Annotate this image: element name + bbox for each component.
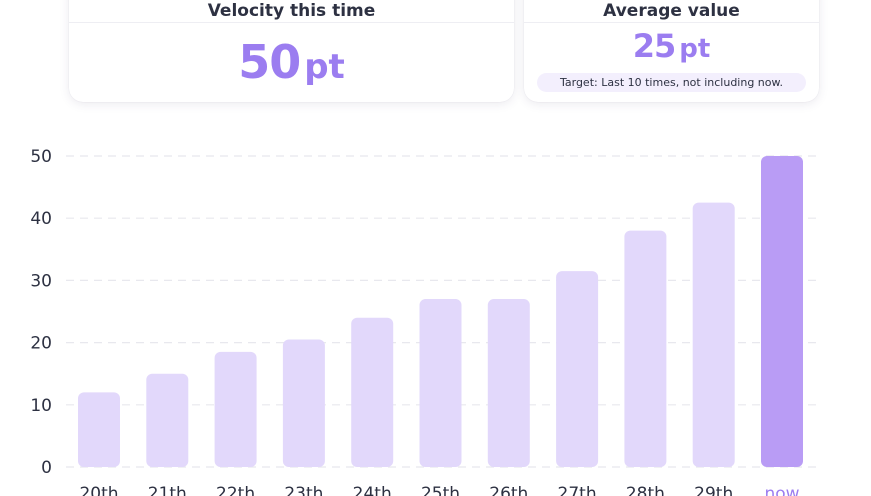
bar bbox=[761, 156, 803, 467]
velocity-card: Velocity this time 50 pt bbox=[69, 0, 514, 102]
velocity-value: 50 pt bbox=[69, 34, 514, 95]
bar bbox=[146, 373, 189, 467]
average-card: Average value 25 pt Target: Last 10 times… bbox=[524, 0, 819, 102]
bar bbox=[351, 317, 394, 467]
bar bbox=[214, 351, 257, 467]
y-tick-label: 10 bbox=[30, 396, 52, 416]
y-tick-label: 0 bbox=[41, 458, 52, 478]
x-tick-label: 23th bbox=[284, 484, 323, 496]
bar bbox=[556, 271, 599, 467]
velocity-unit: pt bbox=[304, 47, 345, 87]
y-tick-label: 40 bbox=[30, 209, 52, 229]
average-number: 25 bbox=[632, 27, 677, 65]
bar bbox=[282, 339, 325, 467]
x-tick-label: now bbox=[764, 484, 799, 496]
velocity-card-title: Velocity this time bbox=[69, 0, 514, 23]
x-tick-label: 24th bbox=[353, 484, 392, 496]
x-tick-label: 22th bbox=[216, 484, 255, 496]
x-tick-label: 27th bbox=[558, 484, 597, 496]
average-card-title: Average value bbox=[524, 0, 819, 23]
y-tick-label: 30 bbox=[30, 271, 52, 291]
x-tick-label: 20th bbox=[79, 484, 118, 496]
x-tick-label: 26th bbox=[489, 484, 528, 496]
average-unit: pt bbox=[679, 34, 711, 64]
bar bbox=[624, 230, 667, 467]
x-tick-label: 28th bbox=[626, 484, 665, 496]
y-tick-label: 20 bbox=[30, 334, 52, 354]
x-tick-label: 29th bbox=[694, 484, 733, 496]
velocity-number: 50 bbox=[238, 35, 301, 89]
bar bbox=[692, 202, 735, 467]
average-value: 25 pt bbox=[524, 26, 819, 69]
bar bbox=[78, 392, 120, 467]
x-tick-label: 21th bbox=[148, 484, 187, 496]
x-tick-label: 25th bbox=[421, 484, 460, 496]
y-tick-label: 50 bbox=[30, 147, 52, 167]
bar bbox=[487, 299, 530, 467]
target-note: Target: Last 10 times, not including now… bbox=[537, 73, 806, 92]
bar bbox=[419, 299, 462, 467]
